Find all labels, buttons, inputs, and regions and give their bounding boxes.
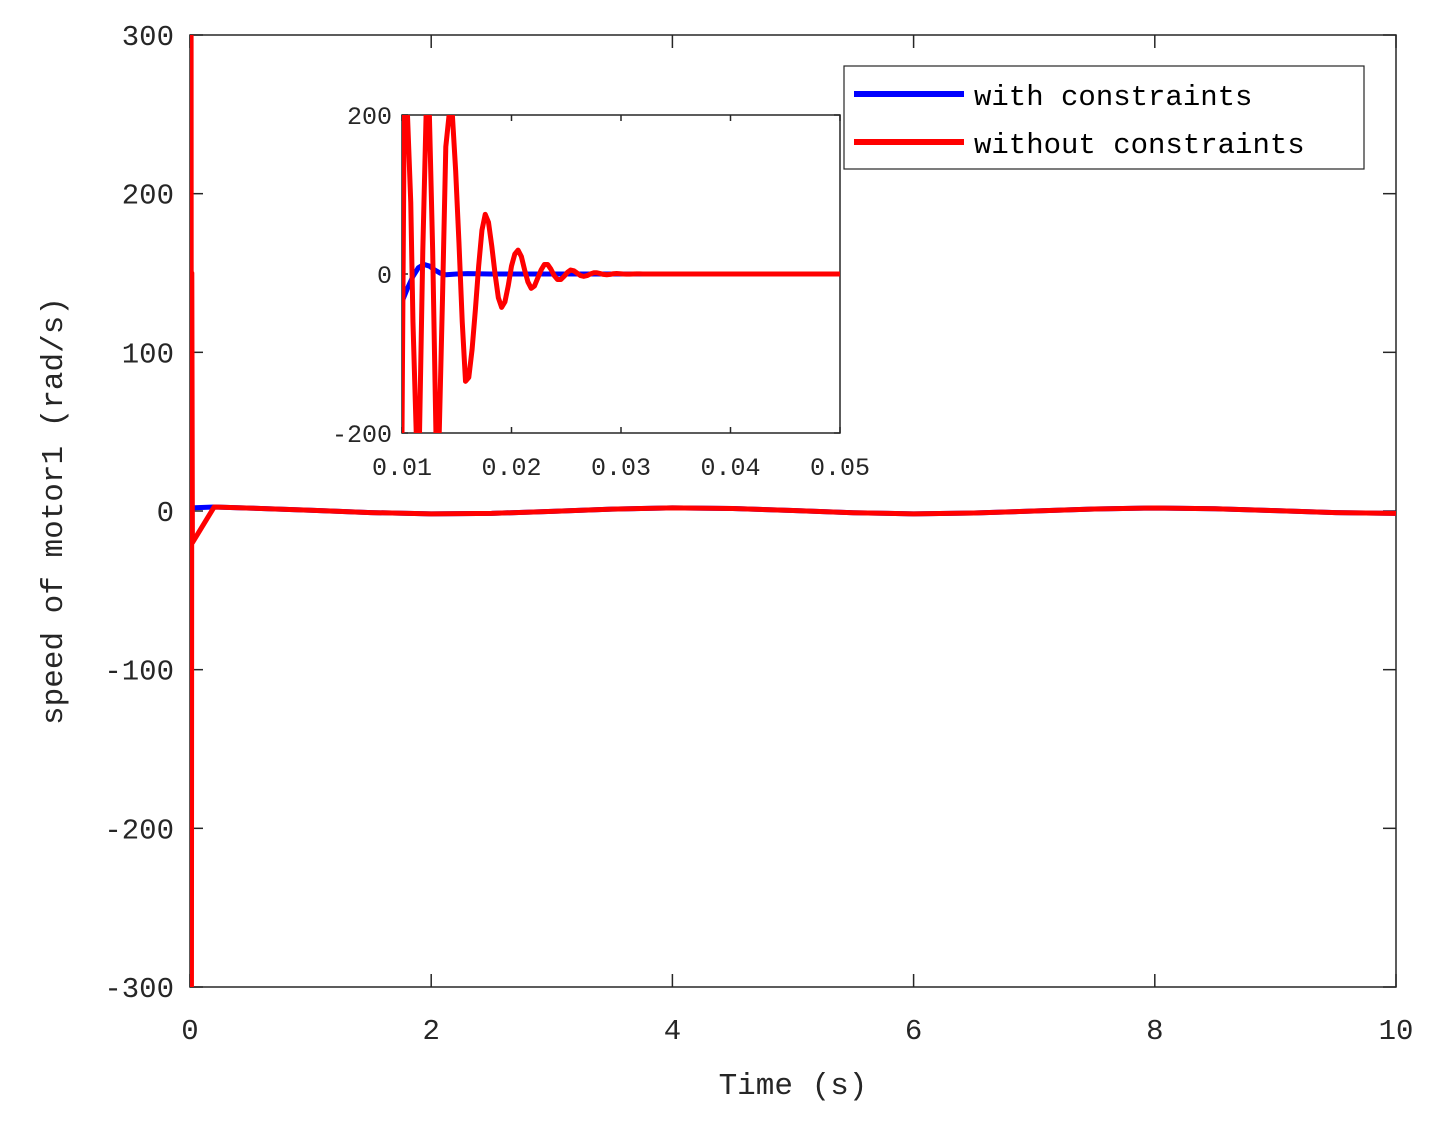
main-y-tick-label: -200 xyxy=(104,814,174,847)
inset-ticks: 0.01 0.02 0.03 0.04 0.05 -200 0 200 xyxy=(332,103,870,483)
main-y-tick-label: -300 xyxy=(104,973,174,1006)
main-y-tick-label: 200 xyxy=(122,180,174,213)
main-x-tick-label: 8 xyxy=(1146,1015,1163,1048)
inset-x-tick-label: 0.03 xyxy=(591,454,651,483)
inset-y-tick-label: 200 xyxy=(347,103,392,132)
main-y-tick-label: 100 xyxy=(122,338,174,371)
main-ticks: 0 2 4 6 8 10 -300 -200 -100 0 100 200 300 xyxy=(104,21,1413,1048)
inset-y-tick-label: 0 xyxy=(377,262,392,291)
y-axis-title: speed of motor1 (rad/s) xyxy=(37,297,72,725)
inset-x-tick-label: 0.01 xyxy=(372,454,432,483)
main-x-tick-label: 6 xyxy=(905,1015,922,1048)
legend-label-without-constraints: without constraints xyxy=(974,129,1305,162)
main-series-without-constraints xyxy=(190,35,1396,987)
x-axis-title: Time (s) xyxy=(719,1069,868,1104)
inset-x-tick-label: 0.05 xyxy=(810,454,870,483)
main-y-tick-label: 300 xyxy=(122,21,174,54)
main-x-tick-label: 0 xyxy=(181,1015,198,1048)
inset-y-tick-label: -200 xyxy=(332,421,392,450)
main-y-tick-label: -100 xyxy=(104,656,174,689)
main-x-tick-label: 4 xyxy=(664,1015,681,1048)
inset-x-tick-label: 0.02 xyxy=(481,454,541,483)
main-x-tick-label: 10 xyxy=(1379,1015,1414,1048)
main-series xyxy=(190,35,1396,987)
inset-axes: 0.01 0.02 0.03 0.04 0.05 -200 0 200 xyxy=(332,103,870,483)
inset-series-without-constraints xyxy=(402,115,840,433)
legend-label-with-constraints: with constraints xyxy=(974,81,1252,114)
inset-x-tick-label: 0.04 xyxy=(700,454,760,483)
main-y-tick-label: 0 xyxy=(157,497,174,530)
main-x-tick-label: 2 xyxy=(422,1015,439,1048)
legend-box xyxy=(843,65,1365,170)
legend: with constraints without constraints xyxy=(843,65,1365,170)
inset-series xyxy=(402,115,840,433)
